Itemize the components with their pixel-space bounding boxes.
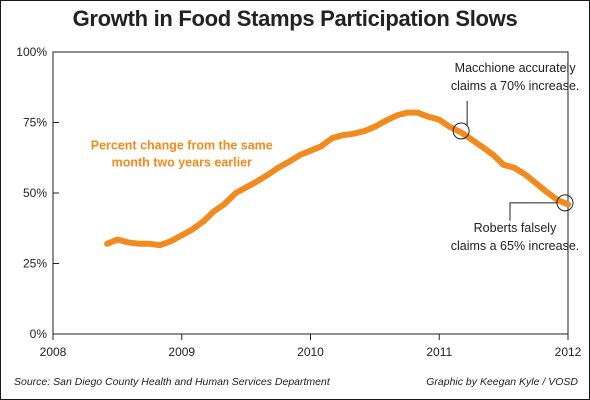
graphic-credit: Graphic by Keegan Kyle / VOSD xyxy=(426,376,578,388)
y-tick-label: 75% xyxy=(23,116,47,130)
source-note: Source: San Diego County Health and Huma… xyxy=(14,376,330,388)
annotation-leader-line xyxy=(509,202,557,221)
annotation-text: Macchione accurately xyxy=(455,61,577,75)
y-tick-label: 100% xyxy=(16,45,47,59)
y-tick-label: 0% xyxy=(30,327,48,341)
x-tick-label: 2011 xyxy=(426,345,452,359)
y-tick-label: 50% xyxy=(23,186,47,200)
y-tick-label: 25% xyxy=(23,257,47,271)
series-layer xyxy=(104,109,571,249)
x-tick-label: 2012 xyxy=(555,345,582,359)
annotation-text: claims a 70% increase. xyxy=(451,79,580,93)
series-label-line: Percent change from the same xyxy=(91,138,273,152)
series-label-group: Percent change from the same month two ye… xyxy=(91,138,273,169)
y-axis-ticks: 0% 25% 50% 75% 100% xyxy=(16,45,59,341)
x-tick-label: 2009 xyxy=(168,345,195,359)
x-tick-label: 2008 xyxy=(40,345,67,359)
annotation-text: Roberts falsely xyxy=(474,221,557,235)
chart-title: Growth in Food Stamps Participation Slow… xyxy=(72,6,518,31)
annotation-text: claims a 65% increase. xyxy=(451,239,580,253)
data-line xyxy=(104,109,571,249)
chart-axes xyxy=(52,51,569,335)
annotations: Macchione accurately claims a 70% increas… xyxy=(451,61,580,253)
series-label-line: month two years earlier xyxy=(112,155,252,169)
x-tick-label: 2010 xyxy=(297,345,324,359)
plot-border xyxy=(52,51,569,335)
annotation-marker-circle xyxy=(452,122,470,140)
x-axis-ticks: 2008 2009 2010 2011 2012 xyxy=(40,334,582,359)
